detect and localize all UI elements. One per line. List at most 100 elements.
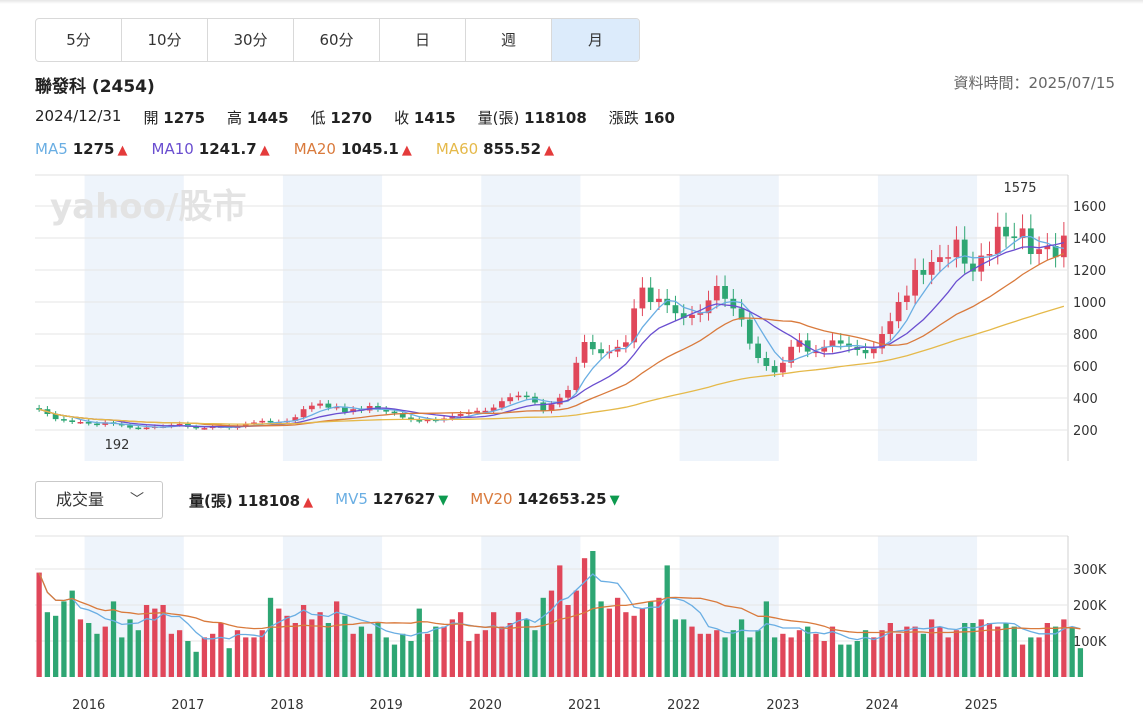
candle-body bbox=[937, 257, 943, 262]
candle-body bbox=[77, 422, 84, 424]
volume-bar bbox=[970, 623, 976, 677]
price-tick-label: 1400 bbox=[1073, 232, 1106, 247]
volume-bar bbox=[350, 633, 356, 677]
volume-bar bbox=[358, 626, 365, 677]
volume-bar bbox=[763, 601, 770, 677]
tab-day[interactable]: 日 bbox=[380, 19, 466, 61]
ma-line-ma20 bbox=[38, 252, 1065, 427]
candle-body bbox=[639, 287, 646, 309]
volume-bar bbox=[333, 601, 340, 677]
volume-bar bbox=[871, 637, 877, 677]
ohlc-volume: 量(張) 118108 bbox=[477, 109, 587, 127]
candle-body bbox=[730, 298, 737, 309]
stock-title: 聯發科 (2454) bbox=[35, 77, 155, 97]
volume-bar bbox=[1019, 644, 1026, 677]
volume-bar bbox=[416, 608, 422, 677]
price-tick-label: 600 bbox=[1073, 360, 1098, 375]
candle-body bbox=[821, 346, 828, 352]
volume-bar bbox=[193, 651, 199, 677]
candle-body bbox=[837, 340, 844, 344]
year-band-price-4 bbox=[877, 175, 978, 461]
volume-tick-label: 100K bbox=[1073, 635, 1107, 650]
candle-body bbox=[565, 390, 571, 398]
candle-body bbox=[308, 405, 315, 410]
volume-bar bbox=[953, 630, 960, 677]
volume-bar bbox=[722, 637, 728, 677]
volume-bar bbox=[590, 551, 596, 677]
volume-bar bbox=[895, 633, 902, 677]
volume-bar bbox=[581, 558, 588, 677]
tab-month[interactable]: 月 bbox=[552, 19, 639, 61]
yahoo-watermark: yahoo/股市 bbox=[50, 187, 246, 227]
volume-bar bbox=[499, 626, 505, 677]
candle-body bbox=[201, 428, 208, 430]
volume-bar bbox=[383, 637, 389, 677]
vol-legend: 量(張) 118108 ▲ bbox=[189, 492, 314, 510]
volume-bar bbox=[920, 633, 927, 677]
volume-bar bbox=[69, 590, 75, 677]
year-band-volume-1 bbox=[282, 536, 383, 677]
candle-body bbox=[61, 419, 67, 421]
volume-bar bbox=[598, 601, 604, 677]
volume-bar bbox=[234, 630, 241, 677]
volume-bar bbox=[664, 565, 670, 677]
candle-body bbox=[656, 298, 662, 302]
volume-bar bbox=[226, 648, 232, 677]
tab-30min[interactable]: 30分 bbox=[208, 19, 294, 61]
tab-week[interactable]: 週 bbox=[466, 19, 552, 61]
volume-indicator-select[interactable]: 成交量 ﹀ bbox=[35, 481, 163, 519]
volume-bar bbox=[912, 626, 918, 677]
volume-bar bbox=[937, 626, 943, 677]
candle-body bbox=[928, 262, 935, 275]
candle-body bbox=[755, 343, 761, 358]
volume-bar bbox=[755, 630, 761, 677]
candle-body bbox=[945, 257, 952, 259]
volume-bar bbox=[127, 619, 133, 677]
x-year-label: 2021 bbox=[568, 698, 601, 713]
candle-body bbox=[1027, 228, 1034, 254]
candle-body bbox=[622, 342, 629, 347]
volume-bar bbox=[697, 633, 703, 677]
ohlc-low: 低 1270 bbox=[310, 109, 373, 127]
ohlc-close: 收 1415 bbox=[394, 109, 456, 127]
volume-bar bbox=[94, 633, 100, 677]
volume-bar bbox=[813, 633, 819, 677]
volume-bar bbox=[185, 641, 191, 677]
interval-tabs: 5分 10分 30分 60分 日 週 月 bbox=[35, 18, 640, 62]
price-tick-label: 1000 bbox=[1073, 296, 1106, 311]
tab-60min[interactable]: 60分 bbox=[294, 19, 380, 61]
volume-bar bbox=[168, 633, 175, 677]
volume-bar bbox=[110, 601, 117, 677]
volume-bar bbox=[648, 601, 654, 677]
candle-body bbox=[903, 295, 910, 302]
volume-bar bbox=[614, 597, 621, 677]
volume-bar bbox=[325, 623, 332, 677]
low-annotation: 192 bbox=[105, 438, 130, 453]
volume-bar bbox=[639, 608, 646, 677]
volume-bar bbox=[515, 612, 522, 677]
tab-5min[interactable]: 5分 bbox=[36, 19, 122, 61]
candle-body bbox=[85, 422, 92, 424]
volume-bar bbox=[846, 644, 852, 677]
volume-bar bbox=[771, 637, 778, 677]
volume-bar bbox=[606, 608, 612, 677]
x-year-label: 2016 bbox=[72, 698, 105, 713]
candle-body bbox=[94, 423, 100, 426]
candle-body bbox=[399, 413, 406, 418]
volume-bar bbox=[449, 619, 455, 677]
candle-body bbox=[573, 362, 580, 390]
candle-body bbox=[647, 287, 654, 302]
top-shadow bbox=[0, 0, 1143, 4]
volume-bar bbox=[573, 590, 579, 677]
ma60-legend: MA60 855.52 ▲ bbox=[435, 140, 555, 158]
volume-bar bbox=[714, 630, 720, 677]
tab-10min[interactable]: 10分 bbox=[122, 19, 208, 61]
volume-bar bbox=[1028, 637, 1034, 677]
volume-bar bbox=[102, 626, 108, 677]
volume-bar bbox=[160, 605, 166, 677]
ohlc-row: 2024/12/31 開 1275 高 1445 低 1270 收 1415 量… bbox=[35, 107, 675, 128]
volume-bar bbox=[689, 626, 695, 677]
price-tick-label: 800 bbox=[1073, 328, 1098, 343]
volume-select-label: 成交量 bbox=[56, 490, 105, 509]
candle-body bbox=[664, 298, 671, 306]
